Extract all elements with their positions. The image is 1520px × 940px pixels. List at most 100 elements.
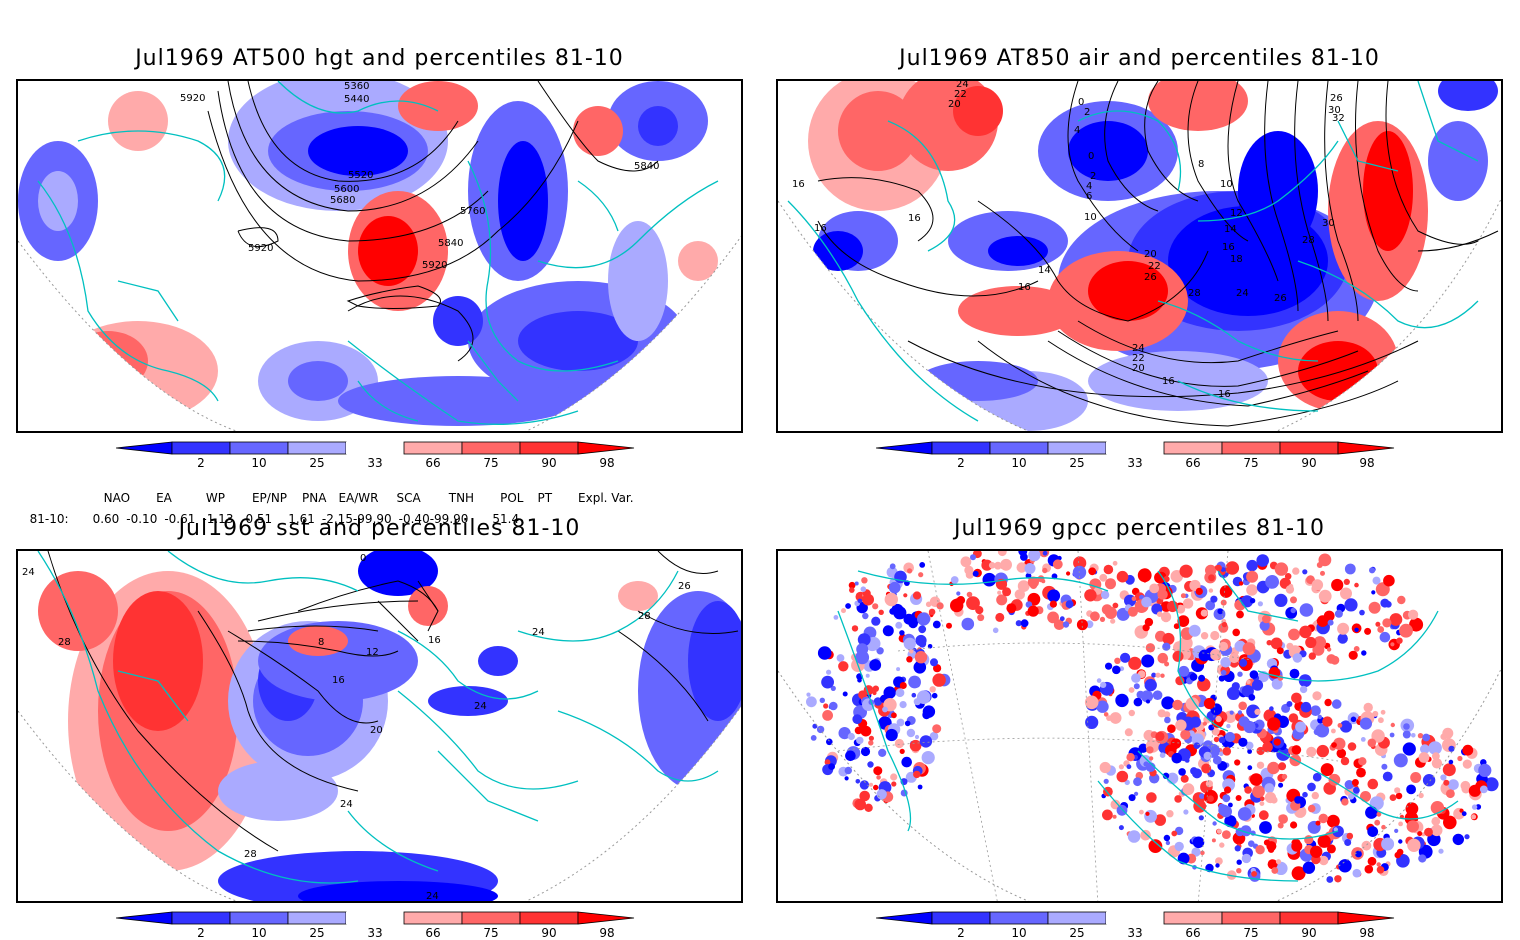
precip-blob [1292,567,1300,575]
precip-blob [1350,716,1357,723]
precip-blob [869,782,873,787]
precip-blob [1274,562,1289,576]
contour-label: 26 [1274,293,1287,304]
precip-blob [1328,773,1341,786]
precip-blob [1464,834,1470,840]
precip-blob [1311,791,1319,800]
precip-blob [1179,564,1193,578]
precip-blob [806,696,817,708]
colorbar-label: 2 [957,926,965,940]
precip-blob [1163,834,1171,842]
precip-blob [1210,630,1220,641]
contour-label: 5520 [348,170,373,181]
precip-blob [1200,609,1208,617]
precip-blob [1440,733,1447,740]
precip-blob [897,721,902,726]
precip-blob [1326,654,1337,664]
precip-blob [1014,589,1025,600]
precip-blob [1198,649,1211,662]
precip-blob [1236,859,1242,865]
precip-blob [1382,771,1393,782]
colorbar-swatch [346,442,404,454]
precip-blob [996,594,1008,606]
colorbar-label: 98 [599,926,615,940]
precip-blob [1394,828,1399,833]
colorbar-high-arrow [1337,441,1395,455]
precip-blob [1029,581,1038,589]
precip-blob [1027,605,1039,617]
precip-blob [1212,821,1217,826]
precip-blob [1430,801,1445,815]
precip-blob [1417,831,1423,837]
precip-blob [844,766,852,775]
precip-blob [1224,731,1236,743]
precip-blob [838,661,849,672]
precip-blob [1118,825,1124,831]
precip-blob [1174,795,1182,803]
precip-blob [865,673,870,678]
contour-label: 30 [1322,218,1335,229]
precip-blob [1142,624,1150,632]
precip-blob [1352,868,1362,878]
precip-blob [1251,679,1264,691]
contour-label: 4 [1086,181,1092,192]
precip-blob [912,591,922,600]
colorbar-swatch [171,911,231,925]
precip-blob [1338,859,1352,873]
precip-blob [975,606,984,615]
precip-blob [1042,551,1048,556]
precip-blob [995,612,1005,622]
precip-blob [1380,709,1386,715]
precip-blob [896,667,901,672]
precip-blob [965,570,974,579]
precip-blob [1247,749,1252,754]
precip-blob [1226,870,1237,880]
precip-blob [1379,631,1391,643]
precip-blob [1222,830,1231,839]
precip-blob [1318,813,1329,824]
precip-blob [1157,652,1169,664]
precip-blob [1141,596,1152,608]
precip-blob [1002,587,1012,597]
contour-label: 24 [474,701,487,712]
precip-blob [1144,678,1157,692]
precip-blob [1110,618,1116,624]
precip-blob [1259,801,1265,806]
precip-blob [1148,839,1163,853]
tele-header-pna: PNA [302,491,327,505]
colorbar-label: 90 [1301,456,1317,470]
precip-blob [851,625,859,632]
precip-blob [852,714,863,725]
precip-blob [921,751,935,765]
precip-blob [1236,610,1244,619]
precip-blob [1241,853,1252,864]
precip-blob [1443,779,1450,786]
precip-blob [966,591,973,598]
precip-blob [1291,866,1306,881]
precip-blob [1331,742,1337,748]
precip-blob [1341,798,1349,806]
tele-value-eawr: 1.61 [288,512,315,526]
precip-blob [1286,642,1294,650]
precip-blob [960,556,972,568]
contour-label: 5920 [180,93,205,104]
precip-blob [1128,709,1135,717]
colorbar-swatches [876,911,1395,925]
precip-blob [1215,863,1220,868]
contour-label: 12 [1230,208,1243,219]
precip-blob [862,612,869,620]
precip-blob [1203,751,1212,760]
precip-blob [1268,667,1281,679]
precip-blob [1155,731,1165,741]
precip-blob [1422,774,1436,787]
contour-label: 14 [1224,224,1237,235]
precip-blob [1145,811,1150,816]
precip-blob [824,759,831,766]
tele-headers: NAO EA WP EP/NP PNA EA/WR SCA TNH POL PT Expl. Var… [96,477,634,505]
panel-title-sst: Jul1969 sst and percentiles 81-10 [178,516,581,541]
precip-blob [1100,681,1107,688]
colorbar-swatch [171,441,231,455]
map-gpcc [778,551,1501,901]
precip-blob [1096,700,1109,713]
precip-blob [914,651,928,664]
